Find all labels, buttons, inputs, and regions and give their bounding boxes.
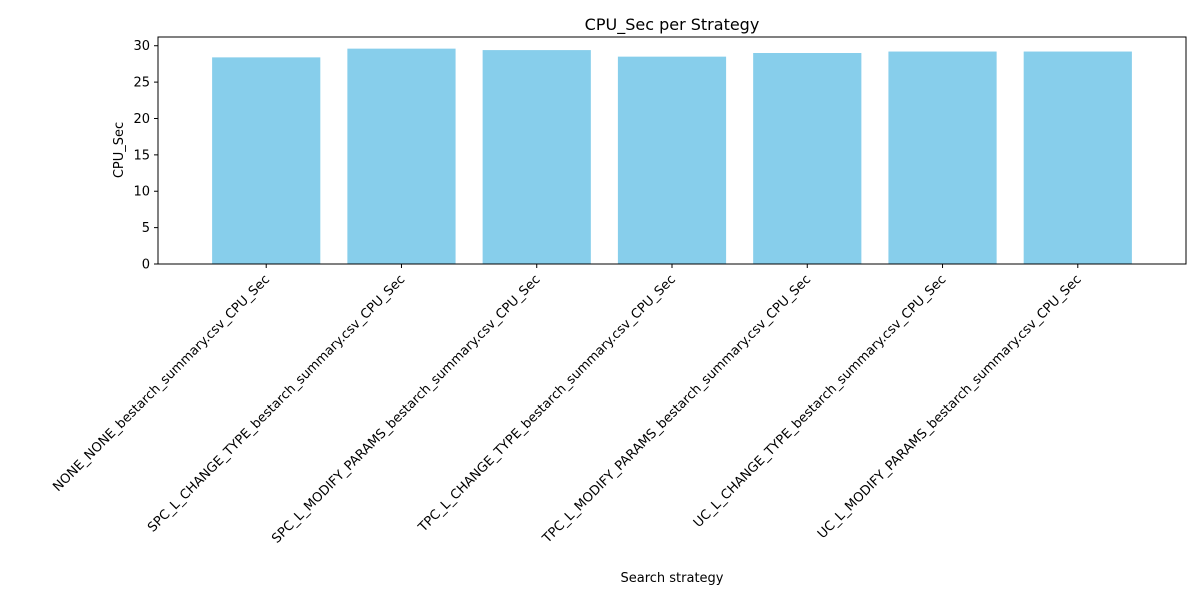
- bar-7: [1023, 51, 1132, 264]
- y-tick-label: 15: [133, 148, 150, 163]
- y-tick-label: 5: [142, 221, 150, 236]
- x-tick-label: UC_L_MODIFY_PARAMS_bestarch_summary.csv_…: [815, 272, 1085, 542]
- x-axis-label: Search strategy: [620, 571, 723, 586]
- bar-2: [347, 48, 456, 265]
- y-axis-label: CPU_Sec: [112, 122, 127, 178]
- x-tick-label: TPC_L_MODIFY_PARAMS_bestarch_summary.csv…: [539, 272, 814, 547]
- bar-3: [482, 50, 591, 264]
- bar-1: [212, 57, 321, 264]
- y-tick-label: 25: [133, 76, 150, 91]
- x-tick-label: TPC_L_CHANGE_TYPE_bestarch_summary.csv_C…: [415, 272, 679, 536]
- bar-4: [617, 56, 727, 265]
- y-tick-label: 0: [142, 258, 150, 273]
- x-tick-label: UC_L_CHANGE_TYPE_bestarch_summary.csv_CP…: [691, 272, 950, 531]
- x-tick-label: SPC_L_CHANGE_TYPE_bestarch_summary.csv_C…: [145, 272, 408, 535]
- chart-title: CPU_Sec per Strategy: [585, 15, 760, 35]
- y-tick-label: 30: [133, 39, 150, 54]
- y-tick-label: 10: [133, 185, 150, 200]
- x-tick-label: NONE_NONE_bestarch_summary.csv_CPU_Sec: [50, 272, 273, 495]
- x-tick-label: SPC_L_MODIFY_PARAMS_bestarch_summary.csv…: [269, 272, 543, 546]
- x-axis: NONE_NONE_bestarch_summary.csv_CPU_SecSP…: [50, 264, 1085, 547]
- bar-6: [888, 51, 997, 264]
- y-tick-label: 20: [133, 112, 150, 127]
- bars-group: [212, 48, 1132, 265]
- bar-5: [753, 53, 862, 264]
- y-axis: 0 5 10 15 20 25 30: [133, 39, 158, 273]
